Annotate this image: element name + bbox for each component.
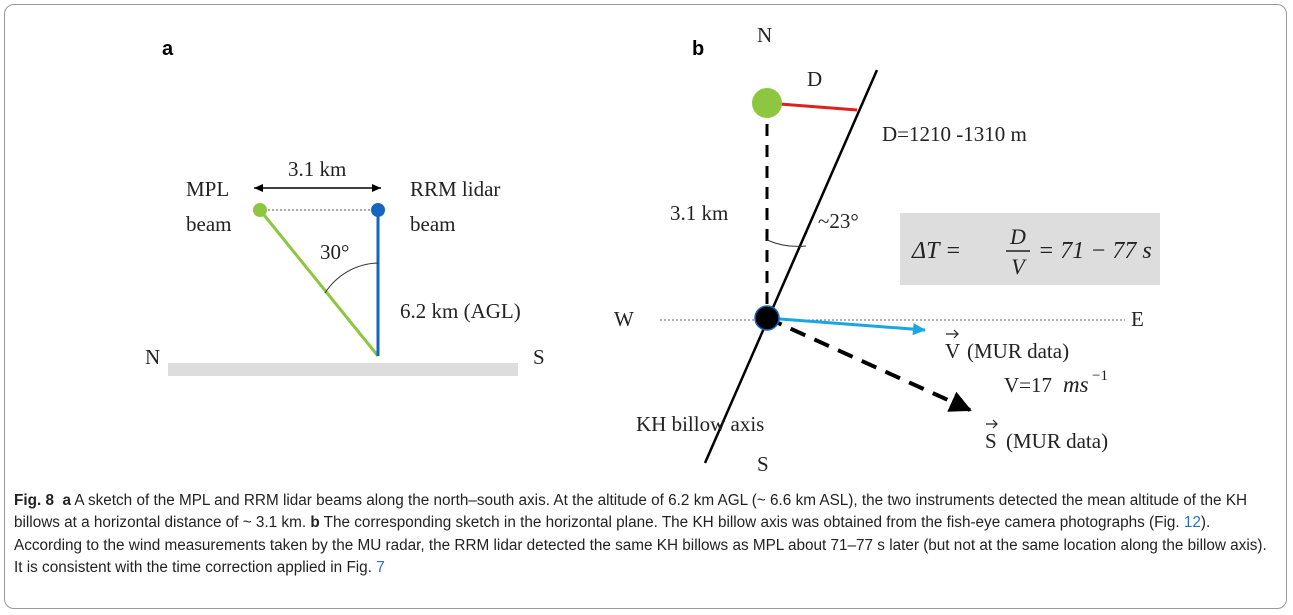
mpl-label: beam <box>186 212 231 236</box>
s-vector <box>766 316 972 412</box>
mpl-position <box>752 88 782 118</box>
rrm-position <box>754 305 780 331</box>
altitude-label: 6.2 km (AGL) <box>400 299 521 323</box>
ground <box>168 363 518 376</box>
panel-label: b <box>692 38 704 60</box>
angle-arc <box>324 262 379 294</box>
part-label: a <box>62 492 71 509</box>
formula-denominator: V <box>1011 254 1027 279</box>
caption-text: ). According to the wind measurements ta… <box>14 514 1267 577</box>
rrm-dot <box>371 203 385 217</box>
figure-frame <box>4 4 1287 609</box>
distance-d <box>766 101 858 112</box>
v-text: (MUR data) <box>967 339 1069 363</box>
east-label: E <box>1131 307 1144 331</box>
south-label: S <box>757 452 769 476</box>
west-label: W <box>614 307 634 331</box>
axis-label: KH billow axis <box>636 412 764 436</box>
caption-text: A sketch of the MPL and RRM lidar beams … <box>14 492 1248 532</box>
figure-label: Fig. 8 <box>14 492 54 509</box>
s-text: (MUR data) <box>1006 429 1108 453</box>
formula-rhs: = 71 − 77 s <box>1038 238 1152 264</box>
angle-arc <box>766 239 807 247</box>
formula-box <box>900 213 1160 285</box>
rrm-label: RRM lidar <box>410 177 500 201</box>
rrm-label: beam <box>410 212 455 236</box>
panel-label: a <box>162 38 174 60</box>
north-label: N <box>145 345 160 369</box>
caption: Fig. 8 a A sketch of the MPL and RRM lid… <box>14 490 1276 580</box>
billow-axis <box>703 69 879 464</box>
north-label: N <box>757 23 772 47</box>
v-vector <box>766 316 926 336</box>
d-range: D=1210 -1310 m <box>882 122 1027 146</box>
distance-label: 3.1 km <box>670 201 728 225</box>
diagram: a N S 3.1 km MPL beam RRM lidar beam 30°… <box>145 23 1160 476</box>
mpl-dot <box>253 203 267 217</box>
figure-link[interactable]: 12 <box>1183 514 1201 532</box>
d-label: D <box>807 67 822 91</box>
mpl-label: MPL <box>186 177 229 201</box>
formula-lhs: ΔT = <box>911 238 961 264</box>
speed-unit: ms <box>1063 372 1089 397</box>
vector-arrow <box>946 329 959 339</box>
v-symbol: V <box>945 339 960 363</box>
vector-arrow <box>986 419 998 429</box>
part-label: b <box>310 514 320 532</box>
mpl-beam <box>258 209 380 357</box>
angle-label: ~23° <box>818 209 859 233</box>
distance-label: 3.1 km <box>288 157 346 181</box>
speed-prefix: V=17 <box>1004 373 1052 397</box>
figure-link[interactable]: 7 <box>376 559 385 577</box>
angle-label: 30° <box>320 240 349 264</box>
speed-exponent: −1 <box>1092 368 1108 384</box>
formula-numerator: D <box>1009 224 1026 249</box>
caption-text: The corresponding sketch in the horizont… <box>323 514 1184 532</box>
s-symbol: S <box>985 429 997 453</box>
south-label: S <box>533 345 545 369</box>
